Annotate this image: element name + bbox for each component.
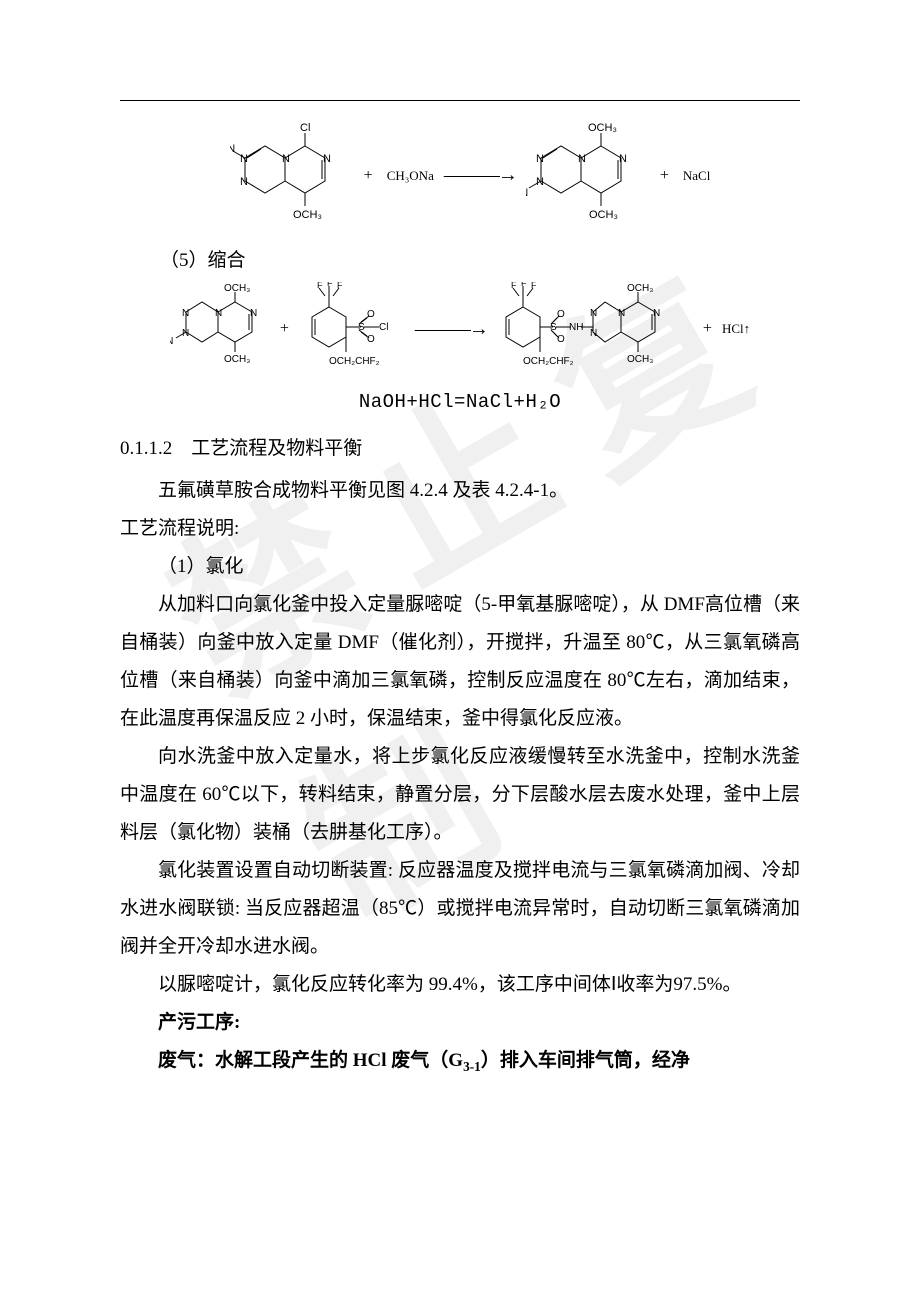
paragraph: 工艺流程说明: xyxy=(120,510,800,548)
label-nh: NH xyxy=(569,322,583,333)
label-n: N xyxy=(182,328,189,339)
label-och2chf2: OCH₂CHF₂ xyxy=(523,356,574,367)
paragraph: 向水洗釜中放入定量水，将上步氯化反应液缓慢转至水洗釜中，控制水洗釜中温度在 60… xyxy=(120,738,800,852)
label-cl: Cl xyxy=(300,122,310,134)
label-och3: OCH₃ xyxy=(293,209,322,221)
reactant-a: OCH₃ OCH₃ H₂N N N N N xyxy=(170,282,270,376)
label-och2chf2: OCH₂CHF₂ xyxy=(329,356,380,367)
label-o: O xyxy=(367,309,375,320)
label-h2n: H₂N xyxy=(526,187,528,199)
text: ）排入车间排气筒，经净 xyxy=(481,1050,690,1071)
section-number: 0.1.1.2 工艺流程及物料平衡 xyxy=(120,433,800,460)
plus-sign: + xyxy=(703,320,712,338)
label-och3: OCH₃ xyxy=(588,122,617,134)
byproduct: NaCl xyxy=(683,168,710,184)
plus-sign: + xyxy=(364,167,373,185)
reaction-scheme-2: OCH₃ OCH₃ H₂N N N N N + xyxy=(120,282,800,376)
subheading-pollution: 产污工序: xyxy=(120,1004,800,1042)
reaction-arrow: ———→ xyxy=(444,164,516,187)
label-f: F xyxy=(317,282,323,290)
paragraph-waste-gas: 废气：水解工段产生的 HCl 废气（G3-1）排入车间排气筒，经净 xyxy=(120,1042,800,1080)
label-n: N xyxy=(578,153,586,165)
text: 水解工段产生的 HCl 废气（G xyxy=(215,1050,463,1071)
label-f: F xyxy=(337,282,343,290)
label-n: N xyxy=(618,308,625,319)
label-s: S xyxy=(550,322,557,333)
label-o: O xyxy=(557,309,565,320)
label-n: N xyxy=(590,328,597,339)
label-s: S xyxy=(358,322,365,333)
label-f: F xyxy=(327,282,333,288)
label-n: N xyxy=(240,176,248,188)
label-och3: OCH₃ xyxy=(589,209,618,221)
label-n: N xyxy=(182,308,189,319)
subheading-step1: （1）氯化 xyxy=(120,548,800,586)
reactant-1: Cl N N N N H₂N OCH₃ xyxy=(230,121,350,230)
label-och3: OCH₃ xyxy=(627,354,653,365)
reagent: CH₃ONa xyxy=(387,168,434,184)
document-body: Cl N N N N H₂N OCH₃ + CH₃ONa ———→ xyxy=(120,121,800,1080)
top-rule xyxy=(120,100,800,101)
label-och3: OCH₃ xyxy=(627,283,653,294)
label-och3: OCH₃ xyxy=(224,354,250,365)
gas-arrow: ↑ xyxy=(744,321,751,336)
label-n: N xyxy=(323,153,331,165)
product-2: F F F S O O NH OCH₂CHF₂ OCH₃ OCH₃ N N N … xyxy=(493,282,693,376)
subscript: 3-1 xyxy=(463,1059,481,1074)
reaction-arrow: ———→ xyxy=(415,318,487,341)
label-n: N xyxy=(282,153,290,165)
reaction-scheme-1: Cl N N N N H₂N OCH₃ + CH₃ONa ———→ xyxy=(140,121,800,230)
label-h2n: H₂N xyxy=(170,336,173,347)
paragraph: 从加料口向氯化釜中投入定量脲嘧啶（5-甲氧基脲嘧啶），从 DMF高位槽（来自桶装… xyxy=(120,586,800,738)
label-n: N xyxy=(590,308,597,319)
label-n: N xyxy=(250,308,257,319)
label-n: N xyxy=(215,308,222,319)
paragraph: 氯化装置设置自动切断装置: 反应器温度及搅拌电流与三氯氧磷滴加阀、冷却水进水阀联… xyxy=(120,852,800,966)
label-n: N xyxy=(240,153,248,165)
byproduct: HCl↑ xyxy=(722,321,750,337)
label-f: F xyxy=(511,282,517,290)
label-n: N xyxy=(536,176,544,188)
step-5-heading: （5）缩合 xyxy=(160,245,800,272)
equation-line: NaOH+HCl=NaCl+H₂O xyxy=(120,391,800,413)
label-o: O xyxy=(557,334,565,345)
product-1: OCH₃ N N N N H₂N OCH₃ xyxy=(526,121,646,230)
label-waste-gas: 废气： xyxy=(158,1050,215,1071)
reactant-b: F F F S O O Cl OCH₂CHF₂ xyxy=(299,282,409,376)
label-h2n: H₂N xyxy=(230,143,235,155)
plus-sign: + xyxy=(280,320,289,338)
label-f: F xyxy=(521,282,527,288)
paragraph: 以脲嘧啶计，氯化反应转化率为 99.4%，该工序中间体Ⅰ收率为97.5%。 xyxy=(120,966,800,1004)
label-och3: OCH₃ xyxy=(224,283,250,294)
label-o: O xyxy=(367,334,375,345)
plus-sign: + xyxy=(660,167,669,185)
label-n: N xyxy=(619,153,627,165)
label-n: N xyxy=(536,153,544,165)
label-f: F xyxy=(531,282,537,290)
label-cl: Cl xyxy=(379,322,388,333)
label-n: N xyxy=(653,308,660,319)
paragraph: 五氟磺草胺合成物料平衡见图 4.2.4 及表 4.2.4-1。 xyxy=(120,472,800,510)
